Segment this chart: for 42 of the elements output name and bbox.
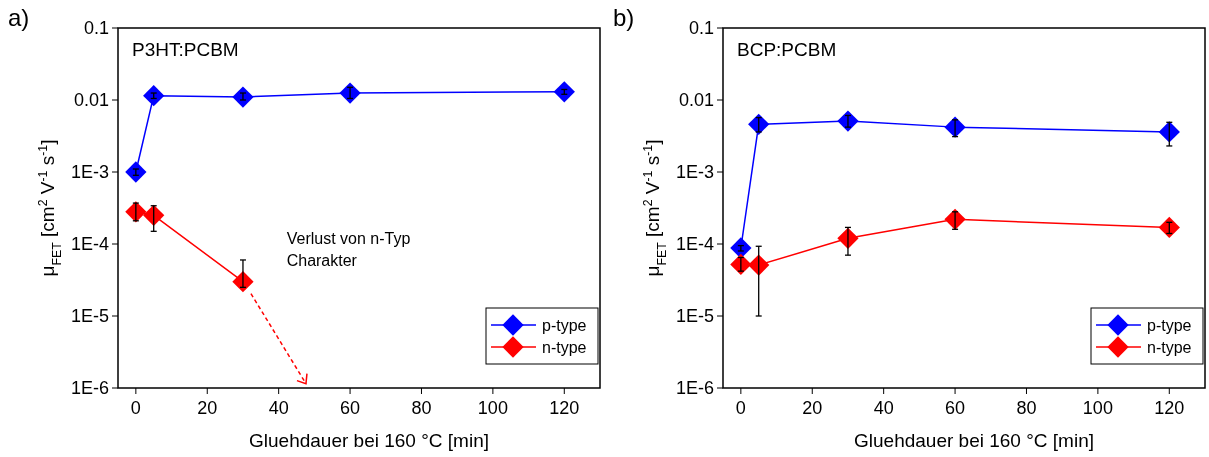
y-tick-label: 0.1 [688,18,714,39]
x-tick-label: 60 [945,398,966,418]
y-tick-label: 1E-3 [675,162,714,183]
x-tick-label: 120 [549,398,580,418]
legend-label: n-type [542,338,587,356]
annotation: BCP:PCBM [737,39,837,60]
x-tick-label: 80 [411,398,432,418]
x-axis-title: Gluehdauer bei 160 °C [min] [249,430,489,451]
annotation: Verlust von n-Typ Charakter [286,230,411,270]
legend-label: p-type [542,316,587,334]
x-tick-label: 20 [802,398,823,418]
x-tick-label: 0 [735,398,746,418]
x-tick-label: 80 [1016,398,1037,418]
chart-title: b) [613,4,635,31]
x-tick-label: 100 [477,398,508,418]
x-tick-label: 60 [340,398,361,418]
x-axis-title: Gluehdauer bei 160 °C [min] [854,430,1094,451]
annotation: P3HT:PCBM [132,39,239,60]
y-tick-label: 1E-6 [675,378,714,399]
point [143,204,165,226]
x-tick-label: 0 [130,398,141,418]
point [553,81,575,103]
x-tick-label: 100 [1082,398,1113,418]
y-tick-label: 0.01 [678,90,714,111]
chart-title: a) [8,4,30,31]
x-tick-label: 40 [873,398,894,418]
x-tick-label: 120 [1154,398,1185,418]
legend-label: n-type [1147,338,1192,356]
point [1158,121,1180,143]
x-tick-label: 40 [268,398,289,418]
y-tick-label: 0.01 [73,90,109,111]
y-tick-label: 1E-3 [70,162,109,183]
x-tick-label: 20 [197,398,218,418]
point [1158,216,1180,239]
y-tick-label: 1E-4 [70,234,109,255]
y-tick-label: 1E-4 [675,234,714,255]
y-tick-label: 0.1 [83,18,109,39]
y-tick-label: 1E-5 [675,306,714,327]
y-tick-label: 1E-6 [70,378,109,399]
legend-label: p-type [1147,316,1192,334]
point [143,85,165,107]
y-tick-label: 1E-5 [70,306,109,327]
